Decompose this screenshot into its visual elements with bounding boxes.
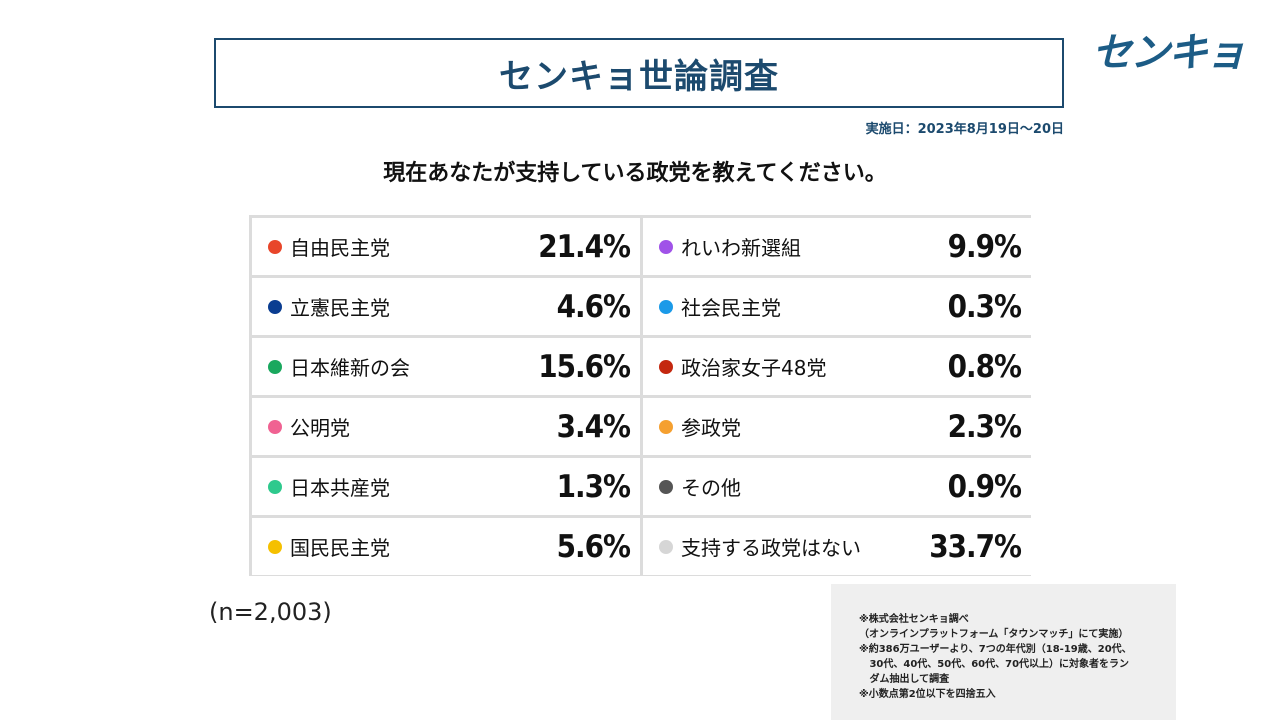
party-name: 支持する政党はない [681, 536, 861, 560]
results-table: 自由民主党 21.4% れいわ新選組 9.9% 立憲民主党 4.6% 社会民主党 0.3% 日本… [249, 215, 1031, 576]
footnote-line: ※小数点第2位以下を四捨五入 [859, 689, 996, 700]
party-color-dot [659, 299, 673, 314]
senkyo-logo: センキョ [1092, 30, 1246, 76]
result-cell: 支持する政党はない 33.7% [643, 518, 1031, 575]
party-color-dot [659, 479, 673, 494]
party-name: 国民民主党 [290, 536, 390, 560]
survey-date: 実施日：2023年8月19日〜20日 [865, 122, 1064, 137]
party-percentage: 0.9% [947, 468, 1022, 505]
party-percentage: 1.3% [556, 468, 631, 505]
result-cell: 日本共産党 1.3% [252, 458, 640, 515]
party-color-dot [659, 419, 673, 434]
survey-question: 現在あなたが支持している政党を教えてください。 [383, 161, 887, 186]
party-name: 参政党 [681, 416, 741, 440]
party-color-dot [659, 239, 673, 254]
party-percentage: 0.3% [947, 288, 1022, 325]
party-color-dot [268, 419, 282, 434]
footnote-line: ダム抽出して調査 [859, 674, 950, 685]
result-cell: 立憲民主党 4.6% [252, 278, 640, 335]
party-percentage: 33.7% [929, 528, 1022, 565]
result-cell: 自由民主党 21.4% [252, 218, 640, 275]
footnote-box: ※株式会社センキョ調べ （オンラインプラットフォーム「タウンマッチ」にて実施） ※約… [831, 584, 1176, 720]
party-color-dot [268, 239, 282, 254]
title-box: センキョ世論調査 [214, 38, 1064, 108]
party-name: れいわ新選組 [681, 236, 801, 260]
party-percentage: 5.6% [556, 528, 631, 565]
party-percentage: 3.4% [556, 408, 631, 445]
party-color-dot [268, 359, 282, 374]
footnote-line: （オンラインプラットフォーム「タウンマッチ」にて実施） [859, 629, 1129, 640]
party-name: 公明党 [290, 416, 350, 440]
party-percentage: 9.9% [947, 228, 1022, 265]
party-name: 政治家女子48党 [681, 356, 827, 380]
result-cell: 政治家女子48党 0.8% [643, 338, 1031, 395]
footnote-line: ※株式会社センキョ調べ [859, 614, 969, 625]
party-name: 自由民主党 [290, 236, 390, 260]
result-cell: その他 0.9% [643, 458, 1031, 515]
result-cell: 日本維新の会 15.6% [252, 338, 640, 395]
party-color-dot [268, 479, 282, 494]
footnote-line: 30代、40代、50代、60代、70代以上）に対象者をラン [859, 659, 1130, 670]
party-name: 立憲民主党 [290, 296, 390, 320]
result-cell: 社会民主党 0.3% [643, 278, 1031, 335]
result-cell: 参政党 2.3% [643, 398, 1031, 455]
party-color-dot [659, 539, 673, 554]
footnote-line: ※約386万ユーザーより、7つの年代別（18-19歳、20代、 [859, 644, 1132, 655]
party-percentage: 4.6% [556, 288, 631, 325]
sample-size: (n=2,003) [209, 598, 332, 626]
party-color-dot [659, 359, 673, 374]
party-percentage: 15.6% [538, 348, 631, 385]
party-color-dot [268, 539, 282, 554]
party-percentage: 21.4% [538, 228, 631, 265]
result-cell: れいわ新選組 9.9% [643, 218, 1031, 275]
party-color-dot [268, 299, 282, 314]
party-name: 社会民主党 [681, 296, 781, 320]
page-title: センキョ世論調査 [499, 56, 779, 97]
result-cell: 国民民主党 5.6% [252, 518, 640, 575]
party-name: 日本共産党 [290, 476, 390, 500]
party-percentage: 2.3% [947, 408, 1022, 445]
party-name: その他 [681, 476, 741, 500]
party-name: 日本維新の会 [290, 356, 410, 380]
party-percentage: 0.8% [947, 348, 1022, 385]
result-cell: 公明党 3.4% [252, 398, 640, 455]
